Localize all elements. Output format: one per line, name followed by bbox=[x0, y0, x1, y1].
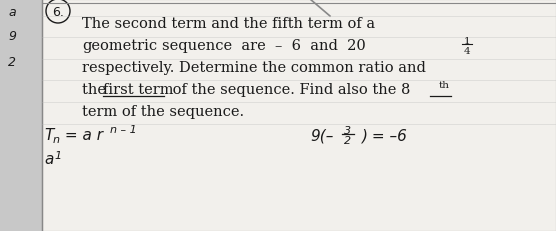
Text: 1: 1 bbox=[464, 36, 470, 45]
Circle shape bbox=[46, 0, 70, 24]
Text: term of the sequence.: term of the sequence. bbox=[82, 105, 244, 119]
Text: The second term and the fifth term of a: The second term and the fifth term of a bbox=[82, 17, 375, 31]
Text: T: T bbox=[44, 128, 53, 143]
Text: the: the bbox=[82, 83, 111, 97]
Text: of the sequence. Find also the 8: of the sequence. Find also the 8 bbox=[168, 83, 410, 97]
Text: 2: 2 bbox=[344, 135, 351, 145]
Text: 1: 1 bbox=[54, 150, 61, 160]
Text: first term: first term bbox=[103, 83, 173, 97]
Bar bbox=[0, 0, 42, 231]
Text: sequence  are  –  6  and  20: sequence are – 6 and 20 bbox=[162, 39, 366, 53]
Text: 9(–: 9(– bbox=[310, 128, 334, 143]
Text: 3: 3 bbox=[344, 125, 351, 135]
Text: = a r: = a r bbox=[60, 128, 103, 143]
Text: 9: 9 bbox=[8, 30, 16, 43]
Text: th: th bbox=[439, 80, 450, 89]
Text: n: n bbox=[53, 134, 60, 144]
Text: a: a bbox=[8, 6, 16, 18]
Text: ) = –6: ) = –6 bbox=[362, 128, 408, 143]
Text: 2: 2 bbox=[8, 55, 16, 68]
Text: a: a bbox=[44, 152, 53, 167]
Text: 6.: 6. bbox=[52, 6, 64, 18]
Text: n – 1: n – 1 bbox=[110, 125, 137, 134]
Text: 4: 4 bbox=[464, 46, 470, 55]
Text: geometric: geometric bbox=[82, 39, 157, 53]
Text: respectively. Determine the common ratio and: respectively. Determine the common ratio… bbox=[82, 61, 426, 75]
